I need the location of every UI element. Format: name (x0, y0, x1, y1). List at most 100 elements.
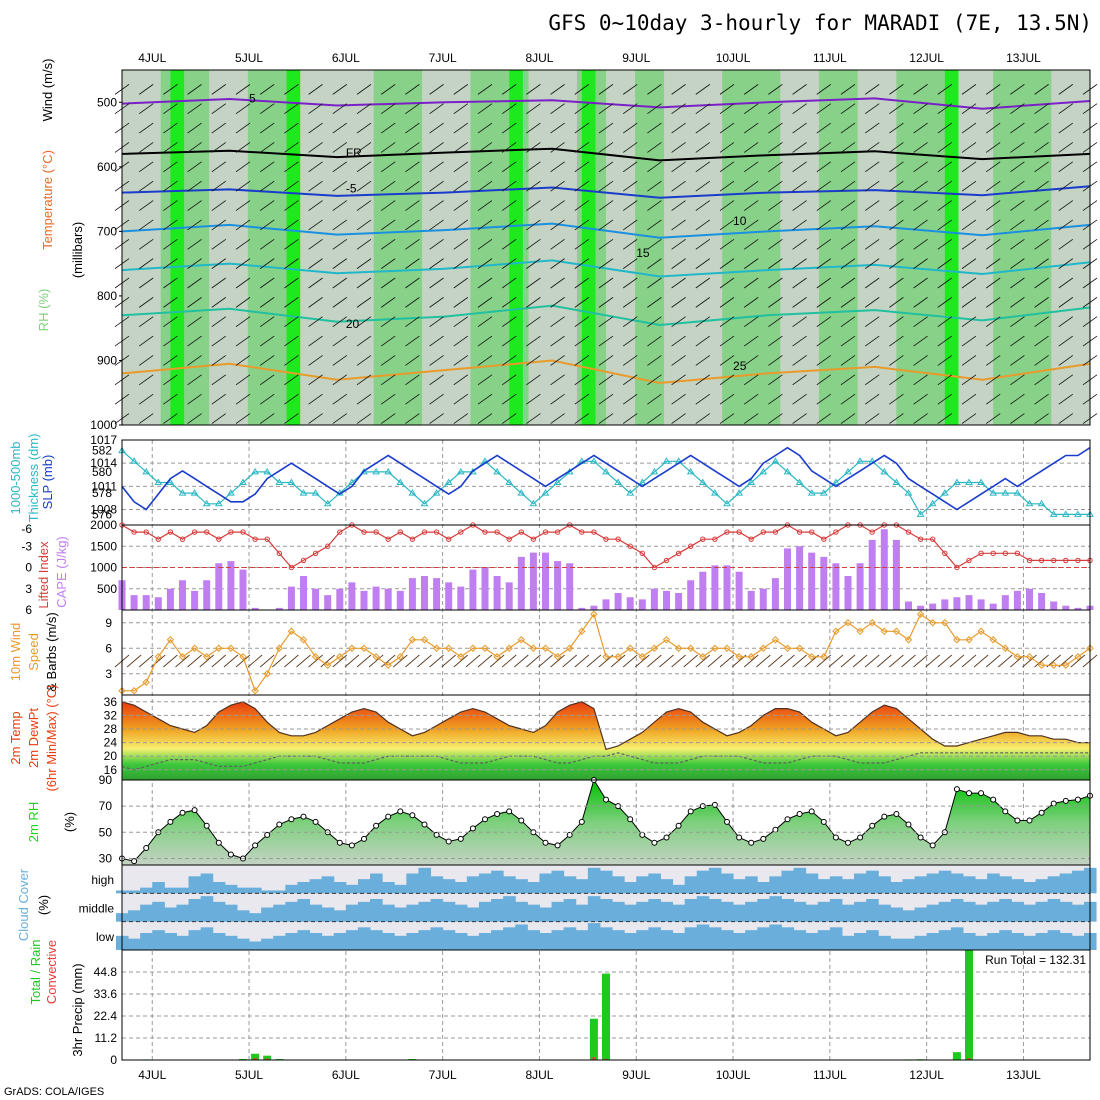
thickness-marker (880, 467, 889, 475)
wind-barb (138, 393, 154, 405)
cloud-bar (478, 933, 492, 950)
cloud-bar (309, 904, 323, 922)
wind-barb (1034, 258, 1049, 269)
thickness-tick: 576 (92, 507, 112, 521)
thickness-marker (904, 489, 913, 496)
wind-barb (211, 219, 227, 231)
temp-tick: 16 (104, 763, 118, 777)
cloud-bar (466, 876, 480, 894)
thickness-marker (698, 478, 707, 485)
thickness-marker (1001, 489, 1010, 496)
rh-marker (167, 818, 174, 825)
wind-barb (719, 355, 735, 366)
lifted-index-marker (748, 536, 754, 542)
contour-label: FR (346, 146, 362, 160)
wind-barb (453, 142, 469, 153)
wind-barb (405, 335, 420, 347)
wind-barb (719, 374, 735, 386)
cloud-bar (466, 907, 480, 922)
wind-barb (501, 122, 517, 134)
cloud-bar (454, 933, 468, 950)
cloud-bar (382, 882, 395, 894)
rh-marker (1014, 817, 1021, 824)
cloud-bar (636, 876, 649, 894)
precip-convective-bar (253, 1058, 257, 1060)
wind-barb (671, 355, 686, 366)
wind-barb (840, 297, 856, 308)
cloud-bar (200, 873, 214, 894)
cape-bar (687, 580, 695, 610)
cape-bar (457, 586, 465, 610)
slp-frame (121, 439, 1091, 526)
wind-barb-10m (344, 654, 360, 668)
cloud-bar (357, 879, 371, 894)
wind-barb (889, 142, 904, 153)
li-tick: 6 (25, 603, 32, 617)
wind-barb (1058, 122, 1074, 134)
cloud-bar (1035, 933, 1049, 950)
date-tick-top: 7JUL (429, 51, 457, 65)
wind-barb (477, 277, 493, 289)
thickness-marker (928, 499, 937, 507)
wind-barb (453, 374, 469, 386)
wind-barb (405, 219, 420, 231)
thickness-marker (420, 499, 429, 507)
wind-barb (429, 84, 444, 95)
wind-speed-marker (299, 636, 308, 644)
cloud-bar (551, 930, 565, 950)
wind-barb (235, 180, 251, 192)
cloud-bar (249, 913, 262, 922)
wind-barb (308, 161, 323, 173)
rh-marker (409, 812, 416, 819)
cape-bar (856, 563, 864, 610)
lifted-index-marker (264, 536, 270, 542)
cloud-bar (273, 935, 286, 950)
wind-barb (719, 161, 735, 173)
cloud-bar (1011, 879, 1024, 894)
wind-barb (308, 219, 323, 231)
cloud-bar (612, 876, 625, 894)
wind-barb-10m (562, 654, 577, 668)
wind-speed-marker (807, 653, 816, 661)
wind-barb (235, 316, 251, 328)
wind-barb (187, 219, 202, 231)
cloud-bar (660, 901, 674, 922)
wind-barb (187, 200, 202, 211)
wind-barb (235, 374, 251, 386)
cloud-bar (854, 873, 867, 894)
wind-barb (477, 335, 493, 347)
cloud-bar (491, 899, 504, 922)
cloud-bar (224, 904, 238, 922)
wind-barb (768, 84, 783, 95)
rh-marker (978, 790, 985, 797)
wind-barb (695, 355, 711, 366)
wind-barb (284, 297, 299, 308)
cloud-bar (878, 935, 891, 950)
cloud-bar (624, 904, 637, 922)
cloud-bar (297, 930, 311, 950)
wind-barb (961, 316, 977, 328)
rh-marker (397, 808, 404, 815)
wind-speed-marker (892, 627, 901, 635)
wind-barb (889, 122, 904, 134)
wind-speed-marker (517, 636, 526, 644)
wind-barb (550, 413, 565, 424)
wind-barb (671, 84, 686, 95)
wind-speed-marker (844, 619, 852, 627)
lifted-index-marker (494, 529, 500, 535)
cloud-bar (805, 904, 819, 922)
wind-barb (1058, 258, 1074, 269)
wind-barb (453, 335, 469, 347)
wind-barb (743, 374, 759, 386)
wind-barb (259, 219, 275, 231)
date-tick-bottom: 11JUL (813, 1068, 847, 1082)
wind-barb (961, 393, 977, 405)
chart-title: GFS 0~10day 3-hourly for MARADI (7E, 13.… (548, 11, 1092, 35)
wind-barb (429, 374, 444, 386)
precip-convective-bar (265, 1058, 269, 1060)
cloud-bar (442, 901, 456, 922)
wind-barb (622, 374, 638, 386)
cape-bar (1038, 593, 1046, 610)
wind-barb (816, 200, 832, 211)
wind-barb (501, 297, 517, 308)
